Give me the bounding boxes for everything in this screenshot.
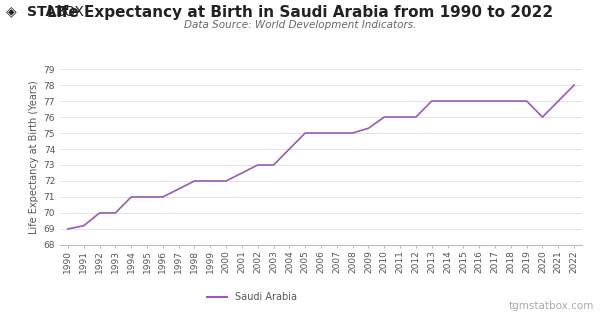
Y-axis label: Life Expectancy at Birth (Years): Life Expectancy at Birth (Years) [29, 80, 40, 234]
Text: Life Expectancy at Birth in Saudi Arabia from 1990 to 2022: Life Expectancy at Birth in Saudi Arabia… [47, 5, 553, 20]
Text: STAT: STAT [27, 5, 65, 19]
Text: ◈: ◈ [6, 5, 17, 19]
Text: Data Source: World Development Indicators.: Data Source: World Development Indicator… [184, 20, 416, 30]
Text: BOX: BOX [56, 5, 85, 19]
Legend: Saudi Arabia: Saudi Arabia [203, 288, 301, 306]
Text: tgmstatbox.com: tgmstatbox.com [509, 301, 594, 311]
